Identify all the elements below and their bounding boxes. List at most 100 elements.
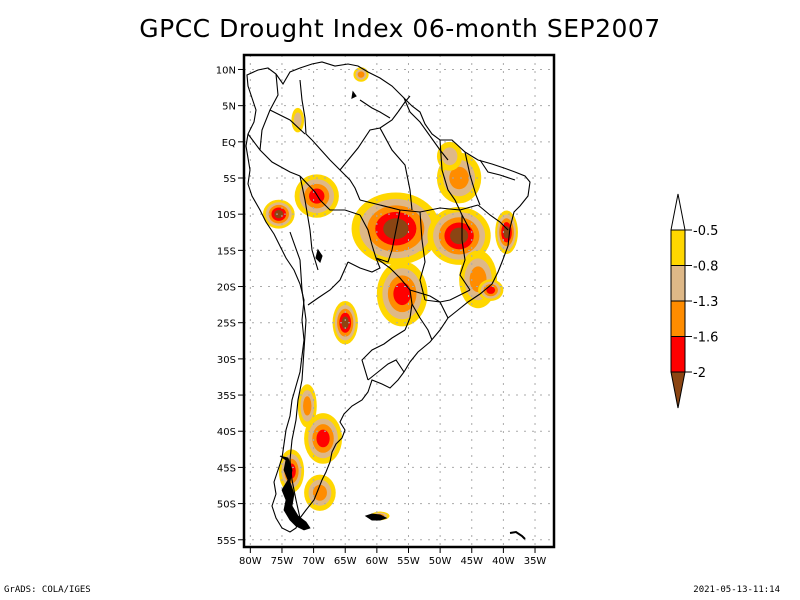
lat-tick-label: 5N [222, 102, 236, 113]
drought-level-5 [341, 316, 349, 329]
lat-tick-label: 40S [217, 427, 236, 438]
chart-title: GPCC Drought Index 06-month SEP2007 [139, 14, 661, 43]
map-frame [242, 53, 556, 549]
drought-level-5 [503, 226, 510, 239]
latitude-axis: 10N 5N EQ 5S 10S 15S 20S 25S 30S 35S 40S 45S 50S 55S [216, 65, 244, 547]
border [269, 109, 306, 135]
drought-level-5 [450, 227, 469, 245]
falklands [364, 513, 388, 521]
border [307, 261, 349, 306]
lon-tick-label: 45W [460, 556, 483, 567]
color-legend: -0.5 -0.8 -1.3 -1.6 -2 [670, 193, 718, 409]
border [409, 289, 449, 319]
lat-tick-label: 45S [217, 463, 236, 474]
border [367, 359, 405, 381]
drought-region [376, 261, 428, 327]
lat-tick-label: 20S [217, 283, 236, 294]
legend-arrow-bottom [670, 371, 686, 409]
lon-tick-label: 80W [239, 556, 262, 567]
lat-tick-label: 25S [217, 319, 236, 330]
lon-tick-label: 35W [524, 556, 547, 567]
lake-titicaca [315, 248, 323, 264]
drought-level-3 [303, 396, 312, 416]
grads-credit: GrADS: COLA/IGES [4, 585, 91, 595]
drought-level-2 [293, 112, 302, 128]
legend-swatch [670, 336, 686, 373]
state-border [429, 135, 449, 161]
drought-region [294, 174, 339, 218]
lake [351, 90, 357, 99]
legend-label: -1.6 [693, 331, 718, 346]
lon-tick-label: 60W [366, 556, 389, 567]
border [289, 231, 303, 291]
border [403, 97, 431, 137]
state-border [379, 127, 413, 211]
state-border [459, 215, 471, 291]
drought-region [478, 279, 504, 301]
timestamp: 2021-05-13-11:14 [693, 585, 780, 595]
border [339, 111, 399, 171]
lat-tick-label: 10S [217, 210, 236, 221]
lat-tick-label: 35S [217, 391, 236, 402]
lat-tick-label: 10N [216, 65, 236, 76]
drought-region [353, 67, 369, 82]
lon-tick-label: 40W [492, 556, 515, 567]
coastline [245, 61, 531, 533]
border [311, 139, 361, 201]
state-border [424, 289, 471, 303]
state-border [477, 204, 509, 231]
longitude-axis: 80W 75W 70W 65W 60W 55W 50W 45W 40W 35W [239, 547, 546, 567]
drought-region [495, 210, 518, 254]
lon-tick-label: 65W [334, 556, 357, 567]
legend-label: -1.3 [693, 295, 718, 310]
state-border [479, 159, 516, 181]
border [259, 73, 279, 151]
lon-tick-label: 75W [271, 556, 294, 567]
lat-tick-label: 15S [217, 246, 236, 257]
drought-level-3 [449, 166, 469, 190]
legend-swatch [670, 229, 686, 266]
border [397, 95, 411, 113]
drought-region [291, 107, 305, 133]
drought-region [297, 384, 317, 428]
border [347, 214, 381, 273]
lat-tick-label: 50S [217, 500, 236, 511]
drought-level-3 [357, 71, 365, 78]
drought-region [332, 301, 358, 345]
lon-tick-label: 70W [302, 556, 325, 567]
border [299, 175, 361, 216]
lat-tick-label: 55S [217, 536, 236, 547]
state-border [419, 211, 426, 301]
border [361, 329, 406, 381]
border [411, 303, 433, 341]
drought-level-2 [441, 147, 458, 166]
lat-tick-label: EQ [222, 138, 236, 149]
legend-label: -0.5 [693, 224, 718, 239]
lat-tick-label: 5S [223, 174, 236, 185]
border [359, 99, 391, 119]
lon-tick-label: 50W [429, 556, 452, 567]
border [299, 79, 313, 141]
drought-level-5 [274, 210, 284, 219]
lat-tick-label: 30S [217, 355, 236, 366]
border [247, 133, 301, 177]
legend-label: -2 [693, 366, 706, 381]
drought-region [262, 199, 295, 229]
drought-level-4 [393, 282, 411, 306]
coastlines-and-borders [245, 61, 531, 540]
state-border [375, 209, 401, 263]
legend-arrow-top [670, 193, 686, 231]
state-border [464, 151, 481, 206]
drought-region [304, 474, 336, 511]
archipelago [279, 455, 311, 531]
border [299, 175, 319, 271]
state-border [439, 139, 471, 231]
island [509, 530, 526, 540]
drought-level-4 [316, 429, 330, 448]
drought-region [436, 141, 463, 171]
drought-level-3 [312, 484, 327, 501]
legend-swatch [670, 300, 686, 337]
legend-swatch [670, 265, 686, 302]
border [289, 289, 307, 519]
